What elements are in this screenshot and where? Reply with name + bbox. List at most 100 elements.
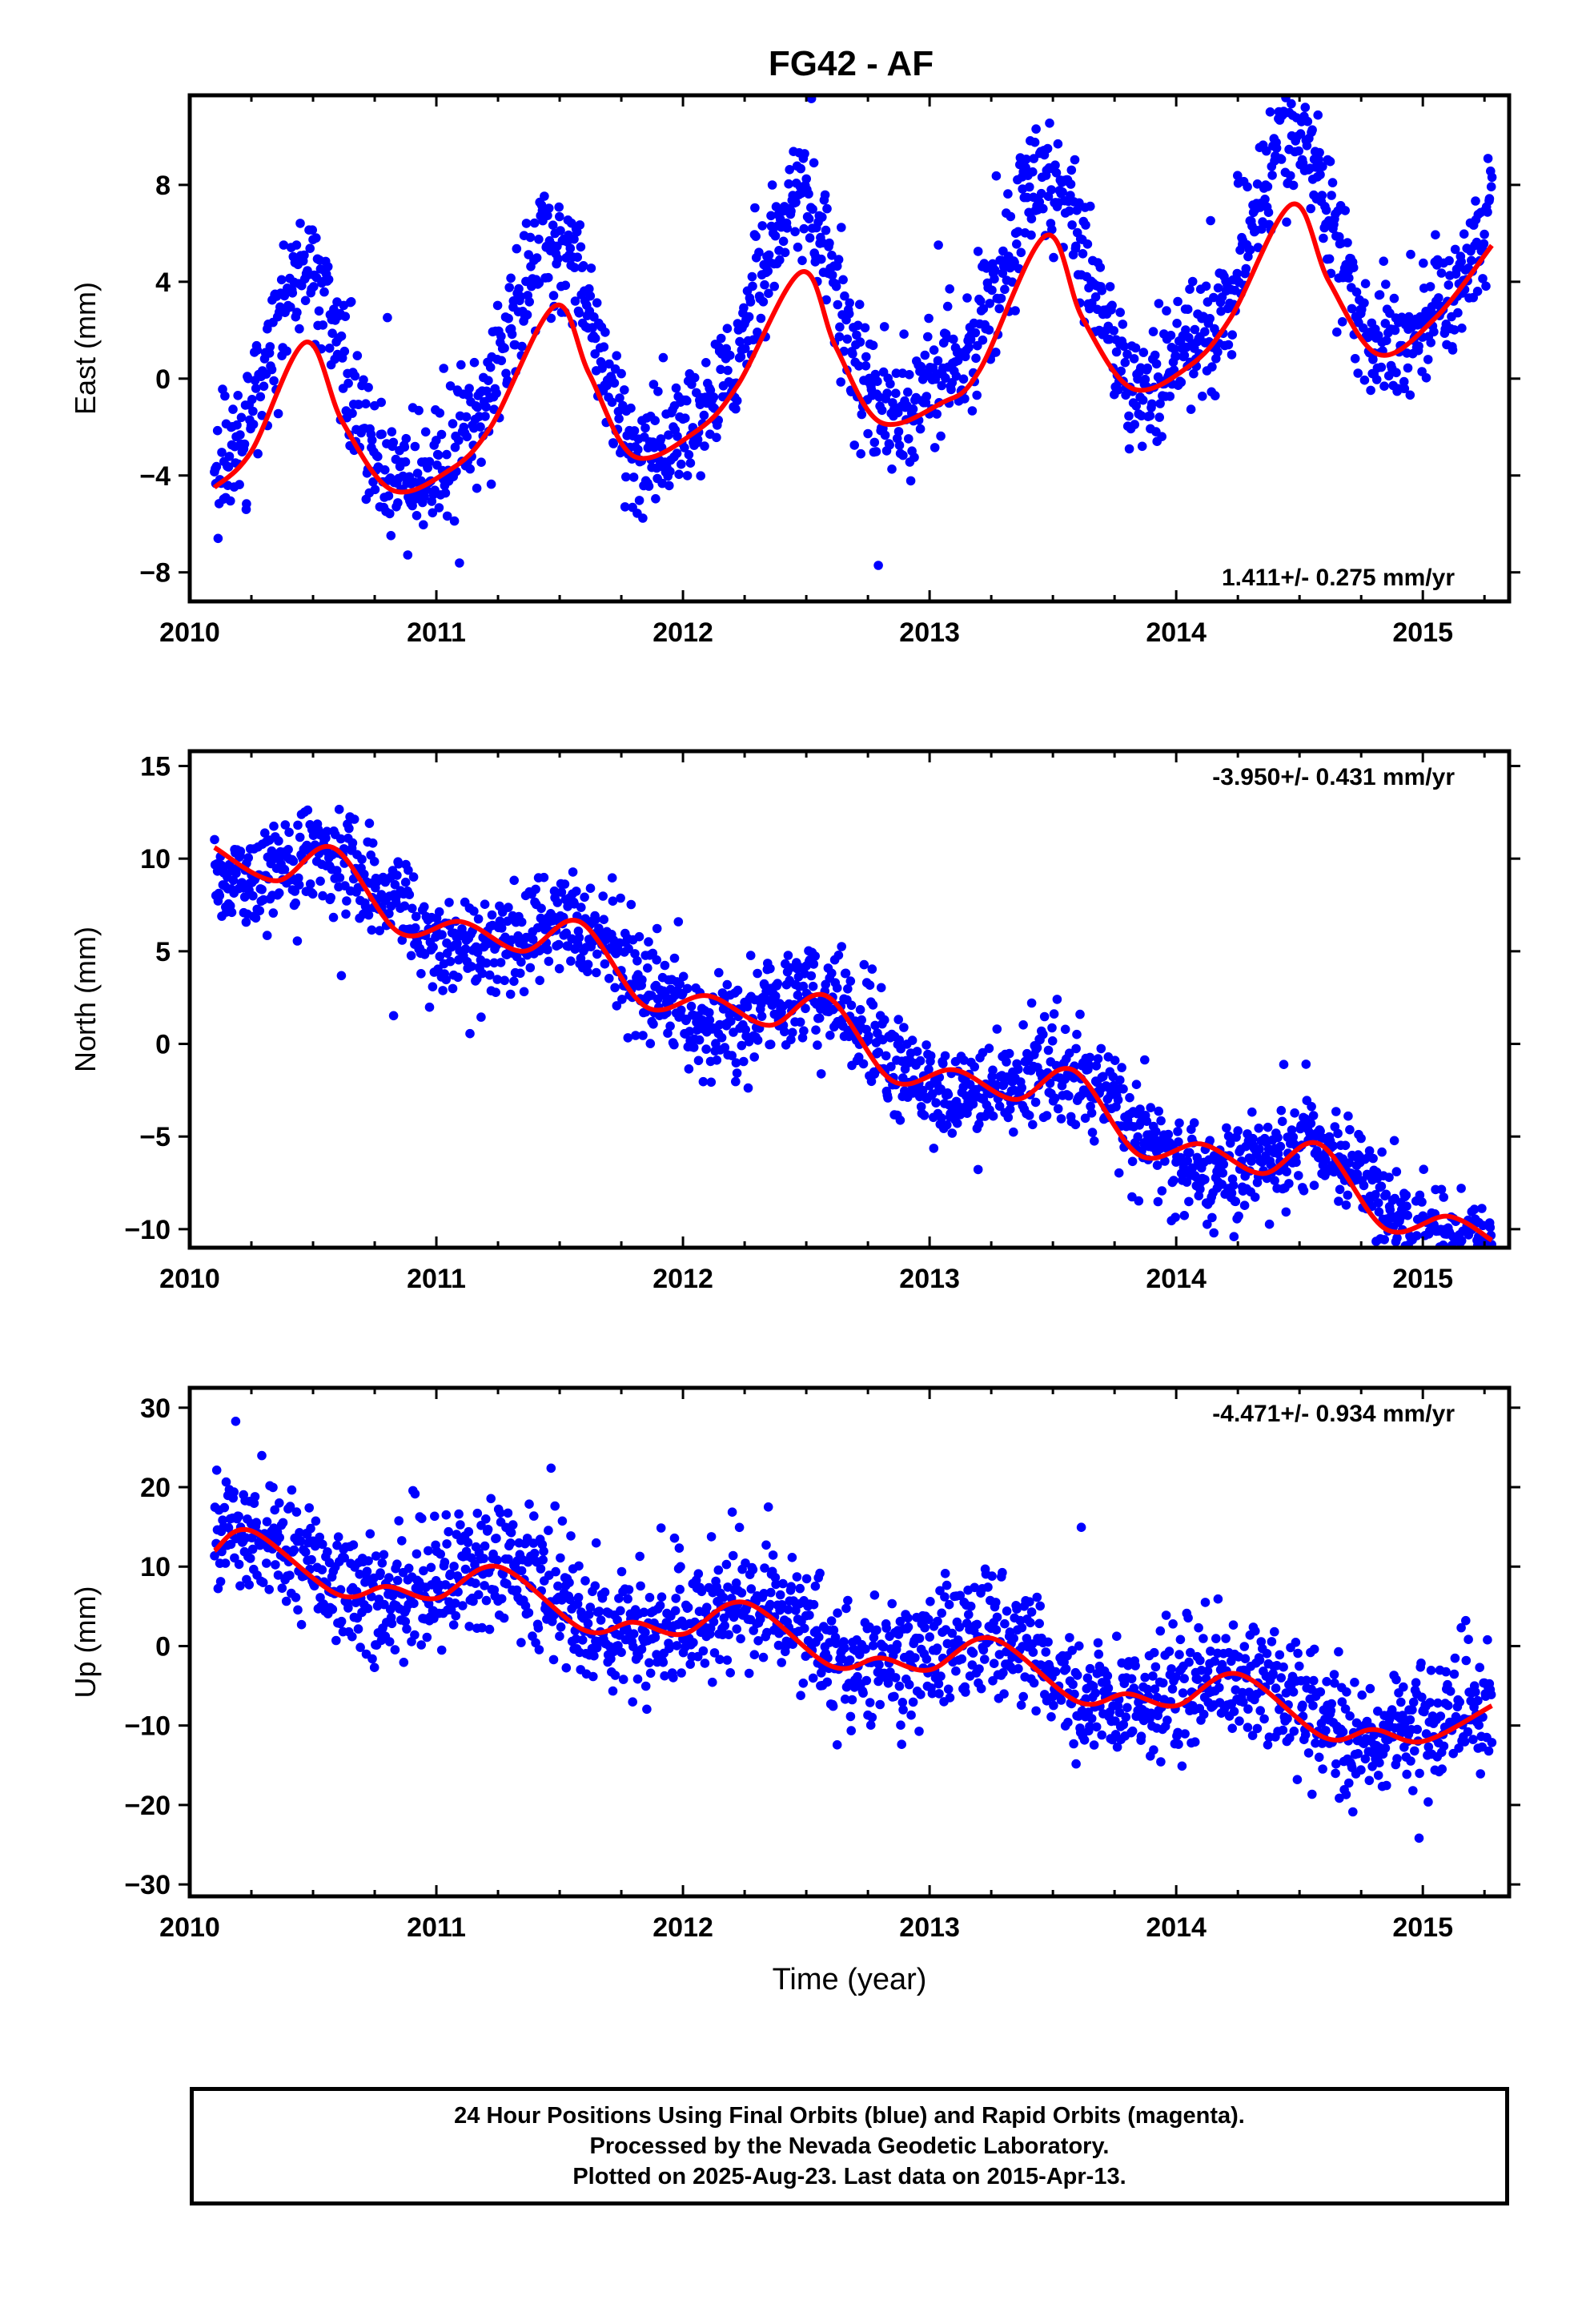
data-point	[877, 405, 887, 416]
data-point	[267, 364, 277, 375]
data-point	[651, 494, 661, 504]
data-point	[1295, 1661, 1304, 1671]
data-point	[747, 271, 757, 282]
data-point	[248, 891, 258, 901]
data-point	[1026, 998, 1037, 1008]
data-point	[921, 1655, 932, 1664]
data-point	[371, 1551, 381, 1561]
data-point	[973, 247, 983, 256]
data-point	[767, 180, 777, 190]
data-point	[500, 975, 509, 986]
data-point	[416, 1640, 426, 1650]
data-point	[437, 930, 447, 939]
data-point	[544, 1526, 553, 1535]
data-point	[1247, 1731, 1258, 1740]
data-point	[990, 274, 999, 284]
data-point	[388, 1011, 399, 1021]
data-point	[685, 1659, 695, 1669]
data-point	[505, 1538, 516, 1548]
data-point	[592, 967, 601, 978]
data-point	[853, 320, 863, 331]
data-point	[1206, 215, 1215, 226]
data-point	[1381, 279, 1391, 289]
data-point	[1292, 1775, 1303, 1784]
data-point	[419, 520, 428, 530]
data-point	[1098, 1072, 1108, 1082]
data-point	[343, 1603, 353, 1613]
data-point	[441, 975, 451, 985]
data-point	[1456, 1236, 1467, 1246]
data-point	[1071, 241, 1081, 251]
data-point	[949, 334, 958, 344]
data-point	[1005, 1104, 1015, 1114]
data-point	[424, 1598, 434, 1609]
data-point	[1086, 1108, 1097, 1118]
data-point	[335, 834, 346, 844]
data-point	[394, 1516, 404, 1526]
data-point	[1154, 1106, 1163, 1116]
data-point	[653, 387, 663, 396]
data-point	[449, 516, 460, 526]
data-point	[420, 492, 429, 502]
data-point	[1134, 1196, 1144, 1206]
data-point	[1265, 107, 1275, 117]
data-point	[442, 511, 452, 521]
data-point	[1289, 1727, 1299, 1736]
data-point	[1169, 1176, 1178, 1185]
data-point	[380, 465, 390, 475]
data-point	[1170, 344, 1179, 354]
data-point	[1223, 340, 1234, 350]
data-point	[788, 1027, 797, 1038]
data-point	[1406, 249, 1415, 259]
data-point	[295, 832, 305, 842]
data-point	[392, 870, 402, 880]
data-point	[1401, 1190, 1411, 1200]
data-point	[1065, 1633, 1074, 1642]
data-point	[1464, 1252, 1474, 1262]
data-point	[869, 437, 880, 448]
data-point	[1203, 1666, 1213, 1676]
data-point	[1392, 1233, 1402, 1243]
data-point	[548, 220, 558, 231]
data-point	[287, 1485, 297, 1495]
data-point	[1277, 1116, 1287, 1127]
data-point	[1485, 1222, 1496, 1232]
data-point	[1072, 1029, 1082, 1039]
data-point	[224, 452, 235, 461]
data-point	[469, 907, 479, 916]
data-point	[506, 1528, 516, 1538]
data-point	[821, 225, 831, 235]
data-point	[682, 983, 693, 994]
data-point	[984, 325, 994, 335]
data-point	[868, 1641, 878, 1651]
data-point	[363, 1603, 373, 1614]
data-point	[1343, 1190, 1353, 1200]
data-point	[1461, 1266, 1471, 1276]
data-point	[937, 1608, 946, 1618]
data-point	[483, 1525, 493, 1534]
data-point	[275, 1498, 284, 1508]
data-point	[1084, 1060, 1094, 1070]
data-point	[852, 330, 861, 340]
data-point	[433, 964, 443, 974]
data-point	[764, 288, 773, 299]
data-point	[553, 254, 563, 263]
data-point	[1391, 1167, 1402, 1176]
data-point	[1423, 1253, 1433, 1263]
data-point	[745, 297, 756, 307]
data-point	[1049, 1700, 1058, 1711]
data-point	[540, 191, 549, 201]
data-point	[606, 1654, 616, 1664]
data-point	[1110, 1055, 1120, 1065]
data-point	[1182, 304, 1193, 315]
data-point	[1239, 1697, 1248, 1707]
data-point	[1283, 1714, 1292, 1723]
data-point	[955, 1110, 966, 1120]
data-point	[569, 263, 580, 272]
data-point	[810, 951, 820, 961]
data-point	[1094, 1649, 1104, 1659]
data-point	[1402, 1201, 1411, 1211]
data-point	[951, 371, 962, 381]
data-point	[1200, 1598, 1211, 1607]
data-point	[1030, 137, 1040, 147]
